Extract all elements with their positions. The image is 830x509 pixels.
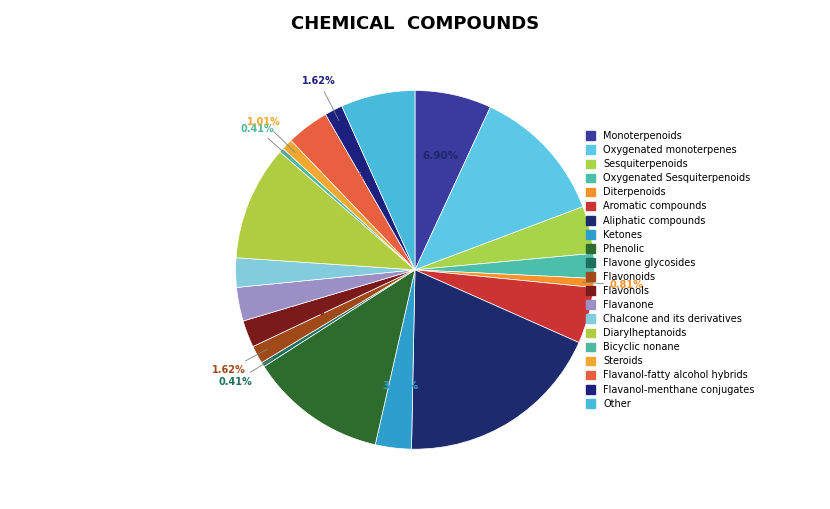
Text: 12.37%: 12.37% <box>479 185 522 195</box>
Wedge shape <box>243 270 415 347</box>
Text: 4.26%: 4.26% <box>510 239 547 249</box>
Text: 6.90%: 6.90% <box>422 151 458 161</box>
Wedge shape <box>415 253 594 278</box>
Legend: Monoterpenoids, Oxygenated monoterpenes, Sesquiterpenoids, Oxygenated Sesquiterp: Monoterpenoids, Oxygenated monoterpenes,… <box>586 131 754 409</box>
Text: 3.85%: 3.85% <box>327 172 364 182</box>
Text: 0.41%: 0.41% <box>241 124 290 158</box>
Wedge shape <box>236 152 415 270</box>
Wedge shape <box>325 106 415 270</box>
Wedge shape <box>264 270 415 445</box>
Text: 1.62%: 1.62% <box>302 76 339 120</box>
Wedge shape <box>415 91 491 270</box>
Text: 1.01%: 1.01% <box>247 117 295 153</box>
Text: 18.66%: 18.66% <box>456 363 500 373</box>
Text: 3.04%: 3.04% <box>282 287 319 297</box>
Wedge shape <box>280 149 415 270</box>
Text: 10.34%: 10.34% <box>286 220 330 230</box>
Wedge shape <box>415 270 593 343</box>
Text: 2.23%: 2.23% <box>514 262 549 272</box>
Wedge shape <box>261 270 415 366</box>
Wedge shape <box>290 115 415 270</box>
Wedge shape <box>415 207 593 270</box>
Wedge shape <box>342 91 415 270</box>
Text: 0.81%: 0.81% <box>583 280 643 290</box>
Wedge shape <box>236 258 415 288</box>
Text: 3.25%: 3.25% <box>383 381 419 390</box>
Wedge shape <box>375 270 415 449</box>
Wedge shape <box>237 270 415 321</box>
Wedge shape <box>415 270 594 288</box>
Wedge shape <box>253 270 415 362</box>
Text: 0.41%: 0.41% <box>218 358 272 387</box>
Text: 6.69%: 6.69% <box>373 151 408 161</box>
Title: CHEMICAL  COMPOUNDS: CHEMICAL COMPOUNDS <box>290 15 540 33</box>
Wedge shape <box>415 107 583 270</box>
Wedge shape <box>283 140 415 270</box>
Text: 12.37%: 12.37% <box>326 360 370 370</box>
Text: 1.62%: 1.62% <box>212 349 267 375</box>
Text: 2.43%: 2.43% <box>288 306 325 317</box>
Text: 5.07%: 5.07% <box>510 295 546 304</box>
Wedge shape <box>412 270 579 449</box>
Text: 2.64%: 2.64% <box>281 267 316 276</box>
